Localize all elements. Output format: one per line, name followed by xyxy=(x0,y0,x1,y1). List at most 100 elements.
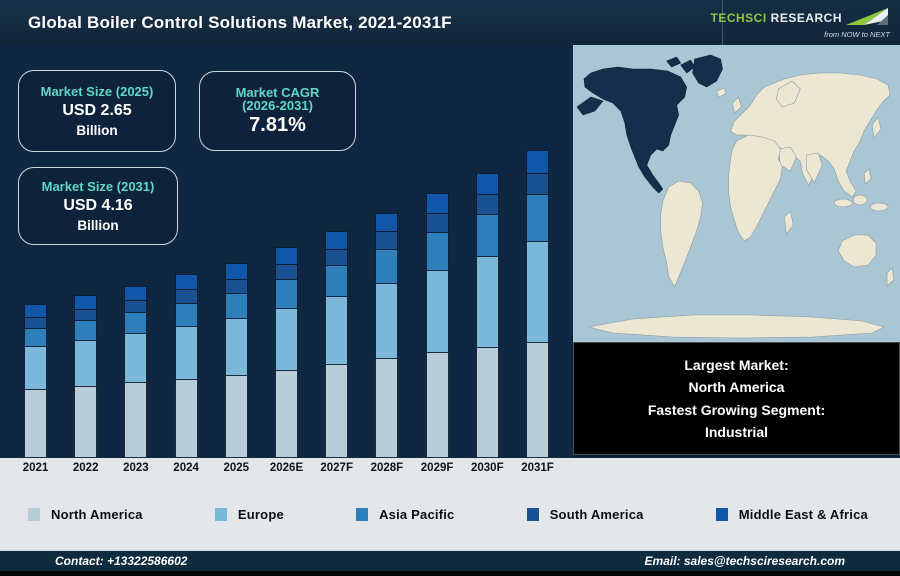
bar-column-2026E xyxy=(275,247,298,458)
callout-line: Fastest Growing Segment: xyxy=(647,401,826,418)
legend-item-asia-pacific: Asia Pacific xyxy=(356,507,454,522)
legend-swatch xyxy=(526,507,539,521)
bar-segment-south-america xyxy=(526,172,549,196)
axis-label-2021: 2021 xyxy=(22,462,49,474)
bar-segment-middle-east-africa xyxy=(375,212,399,233)
legend-label: Europe xyxy=(237,506,284,522)
bar-segment-south-america xyxy=(275,263,298,281)
legend-item-north-america: North America xyxy=(28,507,143,522)
stat-title: Market Size (2025) xyxy=(40,84,154,99)
stat-unit: Billion xyxy=(77,218,119,233)
bar-segment-europe xyxy=(475,255,499,348)
logo-brand-secondary: Research xyxy=(770,10,842,25)
chart-area: Market Size (2025) USD 2.65 Billion Mark… xyxy=(0,45,573,458)
world-map xyxy=(573,45,900,342)
bar-column-2031F xyxy=(526,149,549,458)
logo-brand-primary: TechSci xyxy=(710,10,767,25)
bar-segment-south-america xyxy=(325,248,349,266)
bar-segment-europe xyxy=(124,332,148,384)
bar-column-2025 xyxy=(224,263,248,458)
bar-segment-north-america xyxy=(275,369,298,458)
bottom-black-strip xyxy=(0,571,900,576)
techsci-logo: TechSci Research from NOW to NEXT xyxy=(710,0,900,45)
axis-label-2030F: 2030F xyxy=(470,462,504,474)
stat-value: USD 4.16 xyxy=(63,197,133,214)
bar-segment-europe xyxy=(526,240,549,343)
axis-label-2025: 2025 xyxy=(223,462,250,474)
legend-item-europe: Europe xyxy=(214,506,284,522)
legend-item-middle-east-africa: Middle East & Africa xyxy=(715,506,868,522)
bar-segment-europe xyxy=(275,307,298,371)
bar-segment-middle-east-africa xyxy=(325,230,349,250)
bar-segment-europe xyxy=(174,325,198,380)
axis-label-2022: 2022 xyxy=(72,462,99,474)
legend-swatch xyxy=(356,507,369,521)
stat-title: Market Size (2031) xyxy=(41,179,155,194)
bar-segment-north-america xyxy=(526,341,549,458)
logo-arrow-icon xyxy=(846,7,888,25)
bar-segment-middle-east-africa xyxy=(275,247,298,265)
axis-label-2023: 2023 xyxy=(123,462,149,474)
page-title: Global Boiler Control Solutions Market, … xyxy=(28,12,452,32)
bar-segment-middle-east-africa xyxy=(475,172,499,196)
bar-segment-middle-east-africa xyxy=(526,149,549,174)
bar-segment-asia-pacific xyxy=(526,194,549,242)
chart-legend: North America Europe Asia Pacific South Ame… xyxy=(28,502,868,526)
bar-column-2023 xyxy=(124,285,148,458)
bar-segment-asia-pacific xyxy=(124,312,148,334)
stat-value: 7.81% xyxy=(249,114,306,136)
footer-email: Email: sales@techsciresearch.com xyxy=(644,554,845,568)
bar-segment-europe xyxy=(74,339,98,387)
bar-column-2021 xyxy=(24,304,47,458)
bar-segment-middle-east-africa xyxy=(74,295,98,310)
axis-label-2024: 2024 xyxy=(173,462,199,474)
bar-column-2022 xyxy=(74,295,98,458)
map-north-america-highlight xyxy=(576,54,723,194)
footer-contact: Contact: +13322586602 xyxy=(55,554,188,568)
header-bar: Global Boiler Control Solutions Market, … xyxy=(0,0,900,45)
bottom-band: 2021 2022 2023 2024 2025 2026E 2027F 2028F 2029F… xyxy=(0,458,900,550)
axis-label-2026E: 2026E xyxy=(269,462,304,474)
bar-segment-north-america xyxy=(224,374,248,458)
legend-swatch xyxy=(214,507,227,521)
stat-unit: Billion xyxy=(76,123,118,138)
legend-label: Middle East & Africa xyxy=(738,506,868,522)
bar-segment-south-america xyxy=(174,289,198,304)
bar-segment-middle-east-africa xyxy=(124,285,148,301)
bar-segment-europe xyxy=(224,317,248,376)
bar-segment-asia-pacific xyxy=(74,320,98,341)
bar-segment-north-america xyxy=(174,378,198,458)
bar-segment-north-america xyxy=(24,389,47,458)
footer-bar: Contact: +13322586602 Email: sales@techs… xyxy=(0,550,900,571)
bar-segment-asia-pacific xyxy=(425,231,449,271)
callout-line: North America xyxy=(688,379,785,396)
bar-segment-europe xyxy=(425,269,449,354)
bar-segment-europe xyxy=(375,283,399,360)
axis-label-2027F: 2027F xyxy=(320,462,353,474)
stacked-bar-chart xyxy=(0,45,573,458)
bar-segment-north-america xyxy=(74,386,98,458)
bar-column-2024 xyxy=(174,274,198,458)
bar-segment-asia-pacific xyxy=(375,249,399,285)
legend-swatch xyxy=(715,507,728,521)
bar-segment-asia-pacific xyxy=(475,214,499,257)
bar-segment-north-america xyxy=(425,352,449,458)
bar-segment-middle-east-africa xyxy=(174,274,198,291)
bar-segment-middle-east-africa xyxy=(224,263,248,280)
bar-segment-asia-pacific xyxy=(275,279,298,309)
bar-column-2027F xyxy=(325,230,349,458)
logo-tagline: from NOW to NEXT xyxy=(824,29,890,39)
map-landmasses xyxy=(588,72,895,339)
stat-value: USD 2.65 xyxy=(62,102,132,119)
bar-segment-south-america xyxy=(224,278,248,294)
largest-market-callout: Largest Market: North America Fastest Gr… xyxy=(573,342,900,455)
legend-label: Asia Pacific xyxy=(379,506,455,522)
legend-label: South America xyxy=(549,506,644,522)
bar-segment-middle-east-africa xyxy=(425,193,449,215)
bar-segment-europe xyxy=(24,345,47,390)
bar-segment-north-america xyxy=(475,347,499,458)
stat-box-market-size-2031: Market Size (2031) USD 4.16 Billion xyxy=(18,167,178,245)
bar-segment-asia-pacific xyxy=(24,327,47,347)
legend-item-south-america: South America xyxy=(526,506,644,522)
